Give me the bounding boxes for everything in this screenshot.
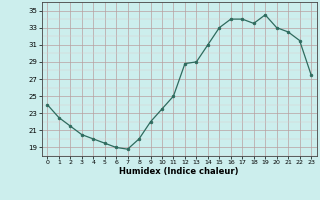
X-axis label: Humidex (Indice chaleur): Humidex (Indice chaleur)	[119, 167, 239, 176]
